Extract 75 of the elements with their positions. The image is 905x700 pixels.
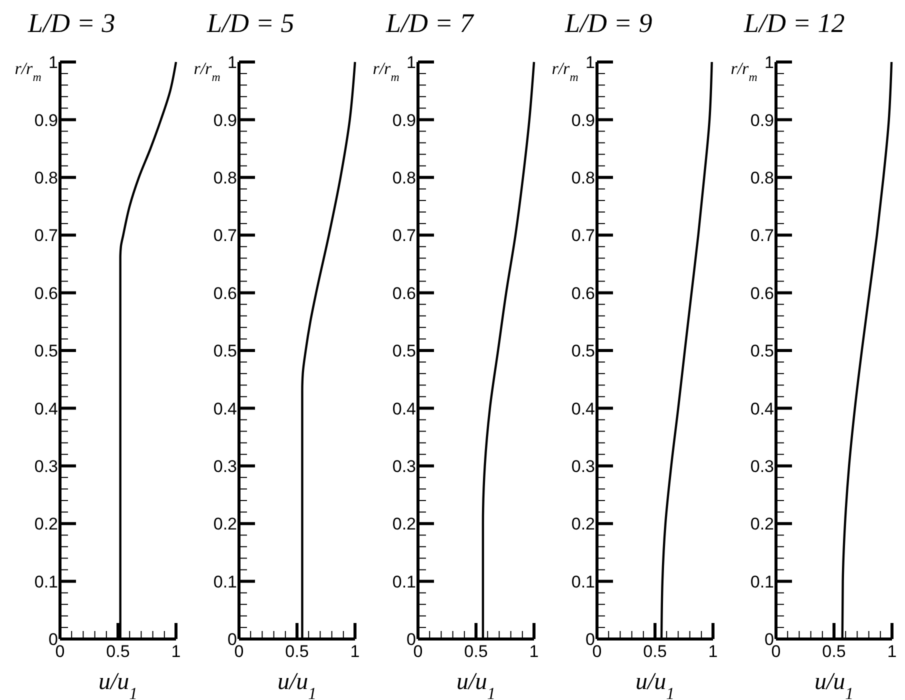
y-tick-label: 0.3 — [750, 457, 774, 476]
x-tick-label: 0.5 — [822, 642, 846, 661]
y-tick-label: 1 — [406, 53, 416, 72]
chart-title: L/D = 3 — [27, 8, 116, 38]
x-axis-title: u/u$_{1}$ — [635, 669, 675, 700]
y-tick-label: 0.6 — [213, 284, 237, 303]
y-tick-label: 0.9 — [571, 110, 595, 130]
y-axis-title: r/r$_{m}$ — [194, 59, 221, 84]
y-tick-label: 0.7 — [392, 226, 416, 246]
y-tick-label: 0.8 — [34, 168, 58, 188]
chart-title: L/D = 12 — [743, 8, 845, 38]
x-tick-label: 1 — [529, 642, 539, 661]
y-tick-label: 0.7 — [750, 226, 774, 246]
y-tick-label: 0.5 — [34, 342, 58, 361]
x-axis-title: u/u$_{1}$ — [98, 669, 138, 700]
x-tick-label: 0.5 — [285, 642, 309, 661]
x-tick-label: 0.5 — [643, 642, 667, 661]
y-tick-label: 0.3 — [571, 457, 595, 476]
y-tick-label: 0.4 — [34, 399, 58, 418]
y-tick-label: 0.6 — [34, 284, 58, 303]
y-tick-label: 0.2 — [213, 514, 237, 534]
y-tick-label: 0.2 — [750, 514, 774, 534]
x-tick-label: 1 — [708, 642, 718, 661]
chart-title: L/D = 9 — [564, 8, 653, 38]
y-tick-label: 0.5 — [213, 342, 237, 361]
y-tick-label: 0.7 — [571, 226, 595, 246]
y-tick-label: 1 — [586, 53, 595, 72]
chart-title: L/D = 5 — [206, 8, 294, 38]
y-tick-label: 0.1 — [392, 572, 416, 592]
y-axis-title: r/r$_{m}$ — [730, 59, 758, 84]
y-tick-label: 0.7 — [34, 226, 58, 246]
x-tick-label: 1 — [171, 642, 181, 661]
y-tick-label: 0.5 — [571, 342, 595, 361]
y-tick-label: 0.6 — [750, 284, 774, 303]
chart-title: L/D = 7 — [385, 8, 475, 38]
y-tick-label: 0.3 — [213, 457, 237, 476]
y-tick-label: 0.9 — [34, 110, 58, 130]
y-tick-label: 0.4 — [571, 399, 595, 418]
y-tick-label: 0.1 — [750, 572, 774, 592]
y-tick-label: 0.5 — [392, 342, 416, 361]
x-axis-title: u/u$_{1}$ — [814, 669, 854, 700]
y-tick-label: 0.5 — [750, 342, 774, 361]
y-tick-label: 0.2 — [392, 514, 416, 534]
x-tick-label: 0.5 — [106, 642, 130, 661]
y-tick-label: 0.8 — [571, 168, 595, 188]
y-tick-label: 0.1 — [571, 572, 595, 592]
y-tick-label: 0.1 — [34, 572, 58, 592]
y-tick-label: 0.6 — [571, 284, 595, 303]
y-tick-label: 0.9 — [213, 110, 237, 130]
y-tick-label: 0.2 — [34, 514, 58, 534]
y-tick-label: 0.9 — [392, 110, 416, 130]
x-tick-label: 1 — [350, 642, 360, 661]
y-axis-title: r/r$_{m}$ — [552, 59, 579, 84]
y-tick-label: 1 — [228, 53, 237, 72]
y-tick-label: 0.8 — [392, 168, 416, 188]
x-tick-label: 0.5 — [464, 642, 488, 661]
y-tick-label: 0.8 — [750, 168, 774, 188]
y-tick-label: 0.3 — [34, 457, 58, 476]
y-tick-label: 0.1 — [213, 572, 237, 592]
y-axis-title: r/r$_{m}$ — [372, 59, 400, 84]
y-tick-label: 0.3 — [392, 457, 416, 476]
y-tick-label: 0.6 — [392, 284, 416, 303]
y-tick-label: 1 — [764, 53, 774, 72]
x-axis-title: u/u$_{1}$ — [456, 669, 496, 700]
y-tick-label: 0.4 — [750, 399, 774, 418]
x-axis-title: u/u$_{1}$ — [277, 669, 317, 700]
y-tick-label: 0.7 — [213, 226, 237, 246]
y-tick-label: 0.8 — [213, 168, 237, 188]
y-tick-label: 0.2 — [571, 514, 595, 534]
y-axis-title: r/r$_{m}$ — [14, 59, 42, 84]
y-tick-label: 0.9 — [750, 110, 774, 130]
x-tick-label: 1 — [887, 642, 897, 661]
y-tick-label: 1 — [48, 53, 58, 72]
y-tick-label: 0.4 — [392, 399, 416, 418]
y-tick-label: 0.4 — [213, 399, 237, 418]
